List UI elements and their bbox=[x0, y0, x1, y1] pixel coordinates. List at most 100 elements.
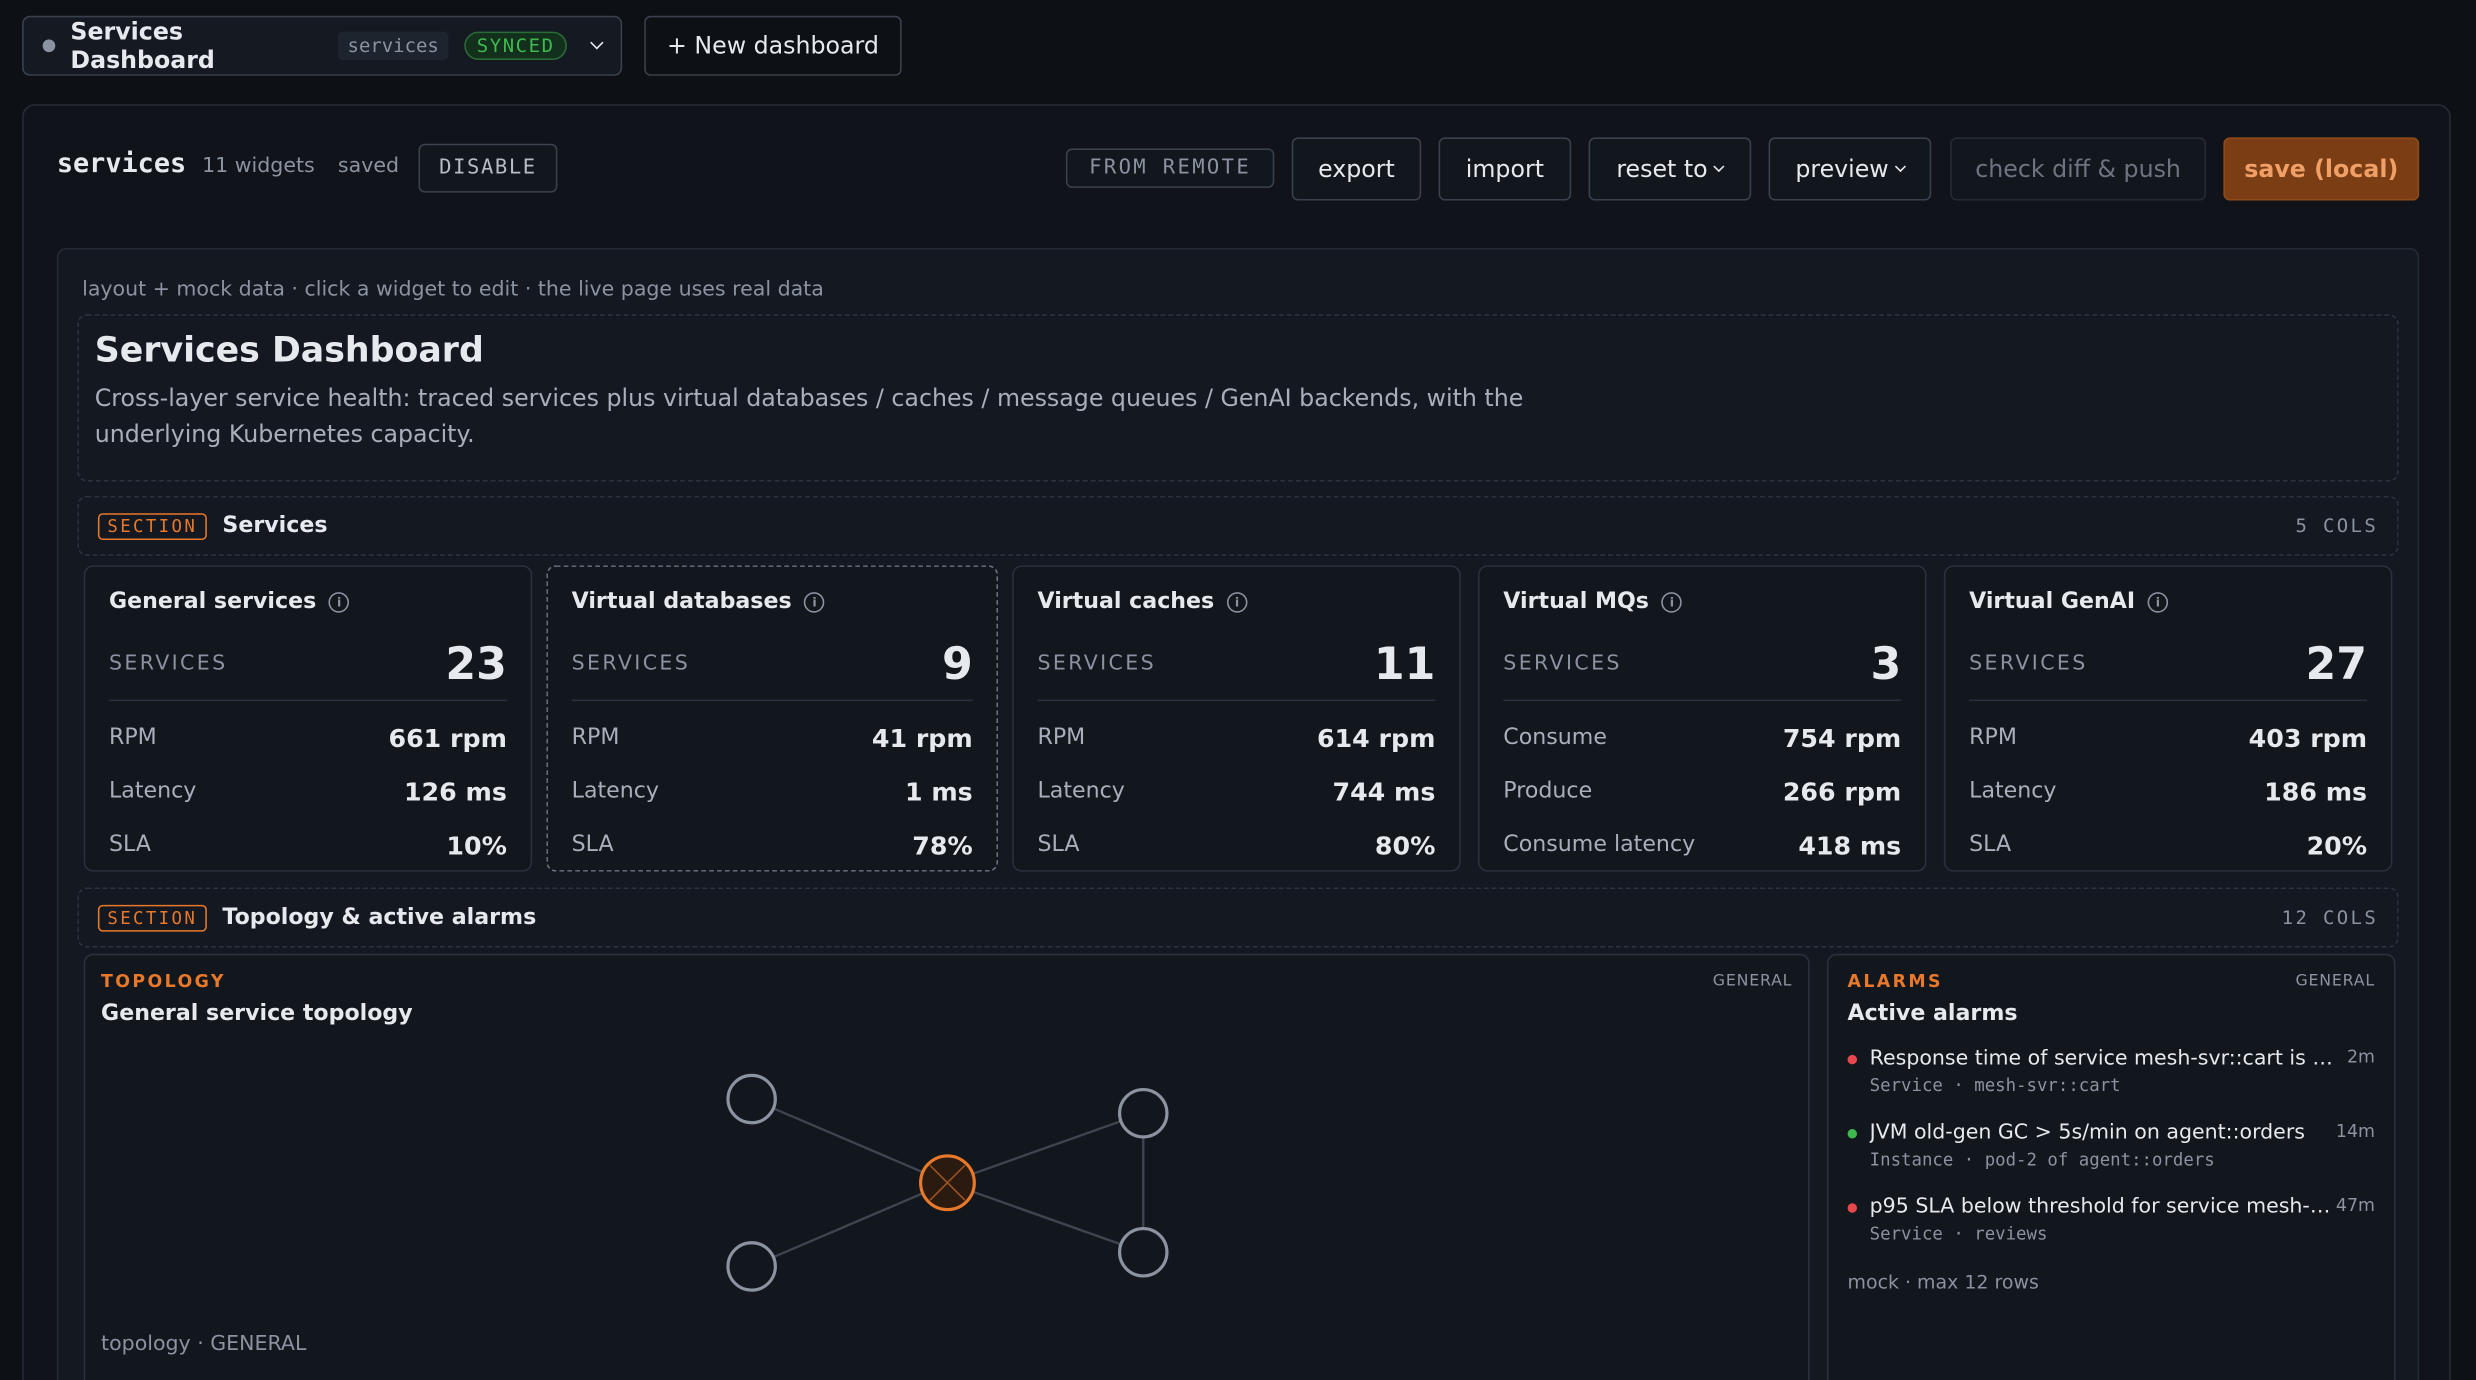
node bbox=[726, 1241, 777, 1292]
widget-title-text: Virtual caches bbox=[1037, 589, 1215, 615]
status-dot bbox=[42, 39, 55, 53]
metric-row: RPM 41 rpm bbox=[572, 711, 973, 765]
kpi-row: SERVICES 3 bbox=[1503, 636, 1902, 702]
metric-value: 1 ms bbox=[904, 776, 973, 807]
toolbar-button[interactable]: preview bbox=[1768, 137, 1932, 201]
metric-row: Produce 266 rpm bbox=[1503, 764, 1901, 818]
kpi-label: SERVICES bbox=[1969, 651, 2088, 676]
widget-title: Virtual GenAI i bbox=[1969, 589, 2367, 614]
stat-widget[interactable]: Virtual MQs i SERVICES 3 Consume 754 rpm Produ… bbox=[1478, 565, 1927, 872]
metric-label: RPM bbox=[1037, 724, 1086, 751]
metric-value: 744 ms bbox=[1332, 776, 1436, 807]
disable-button[interactable]: DISABLE bbox=[418, 143, 558, 193]
dashboard-picker[interactable]: Services Dashboard services SYNCED bbox=[22, 15, 623, 76]
metric-value: 661 rpm bbox=[388, 722, 507, 753]
topology-widget[interactable]: TOPOLOGY GENERAL General service topology t… bbox=[83, 953, 1810, 1380]
metric-label: SLA bbox=[1037, 832, 1080, 858]
alarm-item[interactable]: p95 SLA below threshold for service mesh… bbox=[1847, 1195, 2375, 1252]
widget-kind-row: TOPOLOGY GENERAL bbox=[101, 971, 1792, 992]
kpi-value: 11 bbox=[1373, 637, 1436, 690]
stat-widget[interactable]: Virtual GenAI i SERVICES 27 RPM 403 rpm Latenc… bbox=[1943, 565, 2393, 872]
toolbar-button[interactable]: reset to bbox=[1588, 137, 1752, 201]
toolbar-button[interactable]: export bbox=[1291, 137, 1422, 201]
save-button[interactable]: save (local) bbox=[2223, 137, 2420, 201]
metric-value: 10% bbox=[446, 829, 507, 860]
metric-row: RPM 661 rpm bbox=[109, 711, 507, 765]
metric-value: 80% bbox=[1374, 829, 1436, 860]
stat-widget[interactable]: Virtual caches i SERVICES 11 RPM 614 rpm Laten… bbox=[1012, 565, 1461, 872]
kpi-row: SERVICES 27 bbox=[1969, 636, 2368, 702]
button-label: import bbox=[1465, 154, 1544, 184]
metric-row: SLA 20% bbox=[1969, 818, 2368, 870]
info-icon: i bbox=[2147, 591, 2169, 612]
stat-widget[interactable]: General services i SERVICES 23 RPM 661 rpm Lat… bbox=[83, 565, 533, 872]
new-dashboard-button[interactable]: + New dashboard bbox=[644, 15, 902, 76]
metric-label: SLA bbox=[571, 832, 614, 858]
metric-value: 20% bbox=[2306, 829, 2368, 860]
section-badge: SECTION bbox=[97, 512, 207, 540]
section-name: Services bbox=[222, 513, 328, 539]
kpi-row: SERVICES 11 bbox=[1037, 636, 1436, 702]
metric-label: Latency bbox=[571, 778, 660, 804]
widget-footer: mock · max 12 rows bbox=[1847, 1271, 2039, 1294]
section-cols: 5 COLS bbox=[2295, 514, 2379, 537]
metric-label: Latency bbox=[1969, 778, 2057, 804]
info-icon: i bbox=[804, 591, 825, 612]
metric-label: RPM bbox=[571, 724, 620, 751]
metric-row: SLA 10% bbox=[109, 818, 507, 870]
section-name: Topology & active alarms bbox=[222, 904, 537, 931]
origin-label: FROM REMOTE bbox=[1065, 148, 1275, 188]
kpi-label: SERVICES bbox=[571, 651, 691, 676]
widget-count: 11 widgets bbox=[202, 154, 315, 179]
edge bbox=[947, 1112, 1144, 1184]
kpi-row: SERVICES 23 bbox=[108, 636, 507, 702]
section-header[interactable]: SECTION Services 5 COLS bbox=[77, 495, 2399, 556]
node-mark bbox=[929, 1164, 966, 1201]
metric-label: RPM bbox=[108, 724, 157, 751]
stat-widget[interactable]: Virtual databases i SERVICES 9 RPM 41 rpm Late… bbox=[546, 565, 998, 872]
edge bbox=[751, 1181, 948, 1268]
save-state: saved bbox=[337, 154, 400, 179]
metric-value: 754 rpm bbox=[1782, 722, 1902, 753]
metric-label: Consume latency bbox=[1503, 832, 1696, 858]
section-header[interactable]: SECTION Topology & active alarms 12 COLS bbox=[77, 887, 2399, 948]
diff-button[interactable]: check diff & push bbox=[1950, 137, 2207, 201]
widget-kind: TOPOLOGY bbox=[101, 971, 226, 992]
header-block: Services Dashboard Cross-layer service h… bbox=[77, 314, 2399, 482]
alarm-meta: Service · mesh-svr::cart bbox=[1869, 1075, 2121, 1096]
metric-value: 614 rpm bbox=[1316, 722, 1436, 753]
alarm-item[interactable]: Response time of service mesh-svr::cart … bbox=[1847, 1047, 2375, 1104]
topology-graph bbox=[726, 1073, 1169, 1292]
widget-title: General services i bbox=[109, 589, 507, 614]
widget-title-text: Virtual databases bbox=[571, 589, 792, 615]
widget-title: Virtual caches i bbox=[1037, 589, 1435, 614]
info-icon: i bbox=[1661, 591, 1683, 612]
alarms-widget[interactable]: ALARMS GENERAL Active alarms Response time … bbox=[1827, 953, 2396, 1380]
alarm-message: p95 SLA below threshold for service mesh… bbox=[1869, 1195, 2331, 1220]
caret bbox=[1894, 160, 1907, 172]
button-label: reset to bbox=[1616, 154, 1708, 184]
alarm-item[interactable]: JVM old-gen GC > 5s/min on agent::orders… bbox=[1847, 1121, 2375, 1178]
button-label: export bbox=[1318, 154, 1395, 184]
alarm-dot bbox=[1847, 1054, 1858, 1065]
alarm-dot bbox=[1847, 1203, 1858, 1213]
toolbar-button[interactable]: import bbox=[1438, 137, 1572, 201]
kpi-value: 3 bbox=[1870, 637, 1902, 690]
widget-scope: GENERAL bbox=[2295, 972, 2375, 991]
edge bbox=[947, 1181, 1144, 1254]
dashboard-tag: services bbox=[338, 31, 449, 61]
section-cols: 12 COLS bbox=[2281, 906, 2379, 929]
header-title: Services Dashboard bbox=[94, 331, 484, 372]
info-icon: i bbox=[1226, 591, 1248, 612]
metric-label: Latency bbox=[1037, 778, 1125, 804]
alarm-dot bbox=[1847, 1129, 1858, 1139]
alarm-meta: Instance · pod-2 of agent::orders bbox=[1869, 1149, 2215, 1171]
node bbox=[1118, 1087, 1169, 1139]
widget-title-text: Virtual GenAI bbox=[1969, 589, 2136, 615]
metric-label: Latency bbox=[108, 778, 197, 804]
kpi-label: SERVICES bbox=[108, 651, 228, 676]
widget-title-text: General services bbox=[108, 589, 317, 615]
widget-title: General service topology bbox=[101, 1001, 413, 1027]
